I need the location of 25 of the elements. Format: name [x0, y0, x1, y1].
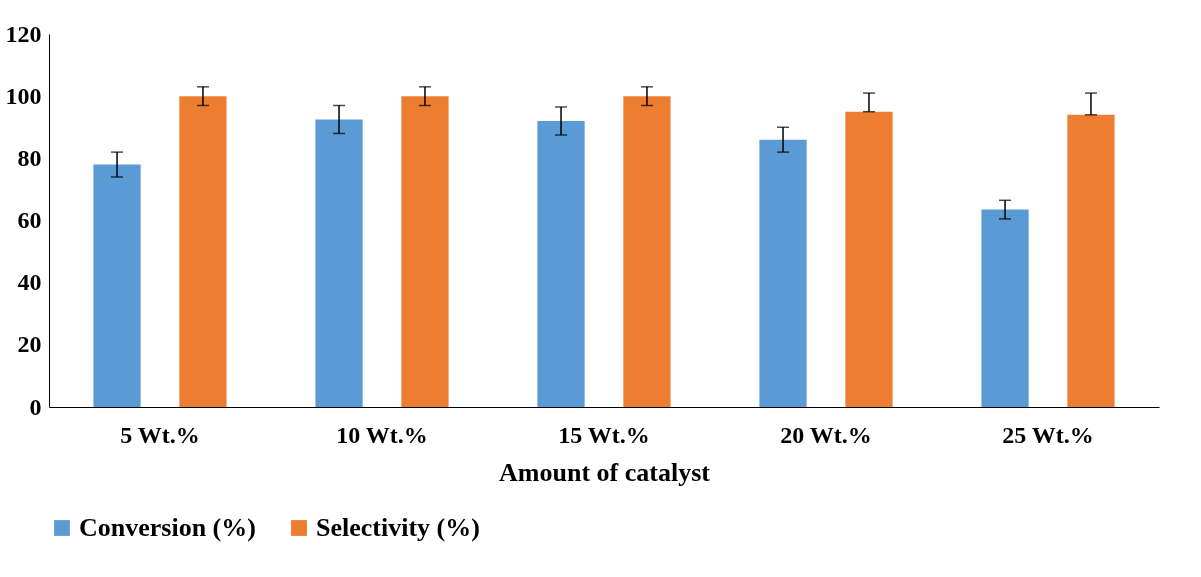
bar [1067, 114, 1115, 407]
x-tick-label: 20 Wt.% [780, 421, 872, 448]
legend-label: Conversion (%) [79, 513, 256, 542]
legend-label: Selectivity (%) [316, 513, 480, 542]
y-tick-label: 100 [5, 82, 42, 109]
x-tick-label: 15 Wt.% [558, 421, 650, 448]
y-tick-label: 60 [17, 207, 42, 233]
y-tick-label: 80 [17, 144, 42, 171]
bar [401, 96, 449, 407]
y-tick-label: 40 [17, 269, 42, 296]
y-tick-label: 20 [17, 331, 42, 358]
y-tick-label: 0 [29, 393, 42, 420]
bar [845, 111, 893, 407]
y-tick-label: 120 [5, 20, 42, 47]
bar [537, 121, 585, 407]
x-tick-label: 25 Wt.% [1002, 421, 1094, 448]
x-tick-label: 10 Wt.% [336, 421, 428, 448]
bar [981, 209, 1029, 407]
bar [93, 164, 141, 407]
x-axis-title: Amount of catalyst [499, 457, 711, 487]
bar [315, 119, 363, 407]
bar [759, 139, 807, 407]
bar [623, 96, 671, 407]
bar [179, 96, 227, 407]
x-tick-label: 5 Wt.% [120, 421, 200, 448]
